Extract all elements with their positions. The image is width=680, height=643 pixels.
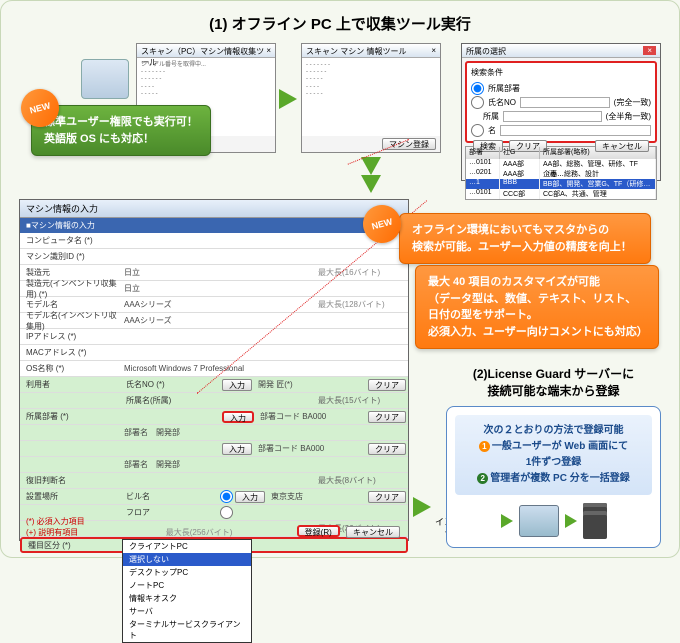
main-form: マシン情報の入力 ■マシン情報の入力 コンピュータ名 (*) マシン識別ID (… [19,199,409,541]
server-icon [583,503,607,539]
main-title: (1) オフライン PC 上で収集ツール実行 [1,1,679,42]
kind-dropdown[interactable]: クライアントPC 選択しない デスクトップPC ノートPC 情報キオスク サーバ… [122,539,252,643]
pc-icon [519,505,559,537]
register-btn[interactable]: 登録(R) [297,525,340,537]
tool-win-2: スキャン マシン 情報ツール× - - - - - - -- - - - - -… [301,43,441,153]
callout-2: オフライン環境においてもマスタからの検索が可能。ユーザー入力値の精度を向上！ [399,213,651,264]
panel-2: (2)License Guard サーバーに接続可能な端末から登録 次の２とおり… [446,366,661,548]
search-win: 所属の選択× 検索条件 所属部署 氏名NO(完全一致) 所属(全半角一致) 名 … [461,43,661,181]
dept-search-btn[interactable]: 入力 [222,411,254,423]
callout-3: 最大 40 項目のカスタマイズが可能（データ型は、数値、テキスト、リスト、日付の… [415,265,659,349]
pc-illust [81,59,129,99]
